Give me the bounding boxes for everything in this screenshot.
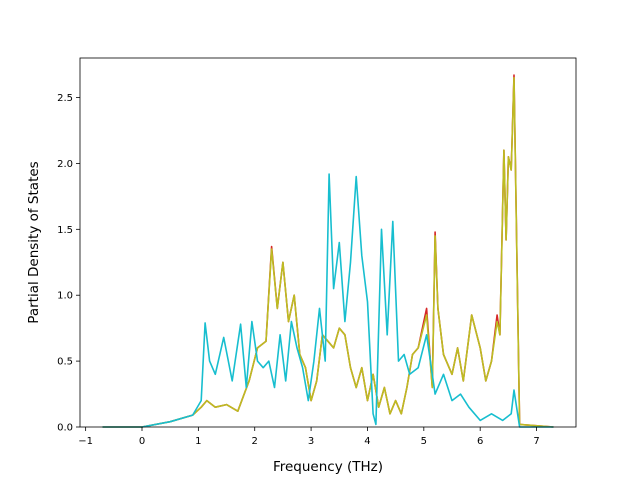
y-tick-label: 2.0 — [57, 159, 73, 170]
series-group — [102, 74, 554, 428]
y-tick-label: 2.5 — [57, 93, 73, 104]
x-tick-label: 0 — [139, 436, 145, 447]
x-axis-label: Frequency (THz) — [273, 459, 383, 475]
plot-frame — [79, 57, 577, 428]
x-tick-label: 4 — [364, 436, 370, 447]
x-tick-label: 1 — [195, 436, 201, 447]
y-axis-label: Partial Density of States — [26, 161, 42, 323]
y-tick-label: 0.5 — [57, 357, 73, 368]
x-tick-label: 2 — [252, 436, 258, 447]
x-tick-label: 7 — [533, 436, 539, 447]
x-tick-label: −1 — [78, 436, 93, 447]
y-tick-label: 0.0 — [57, 423, 73, 434]
y-axis: 0.0 0.5 1.0 1.5 2.0 2.5 — [57, 93, 80, 434]
x-axis: −1 0 1 2 3 4 5 6 7 — [78, 427, 540, 447]
x-tick-label: 3 — [308, 436, 314, 447]
x-tick-label: 6 — [477, 436, 483, 447]
x-tick-label: 5 — [421, 436, 427, 447]
y-tick-label: 1.5 — [57, 225, 73, 236]
series-line-2 — [102, 173, 554, 428]
y-tick-label: 1.0 — [57, 291, 73, 302]
